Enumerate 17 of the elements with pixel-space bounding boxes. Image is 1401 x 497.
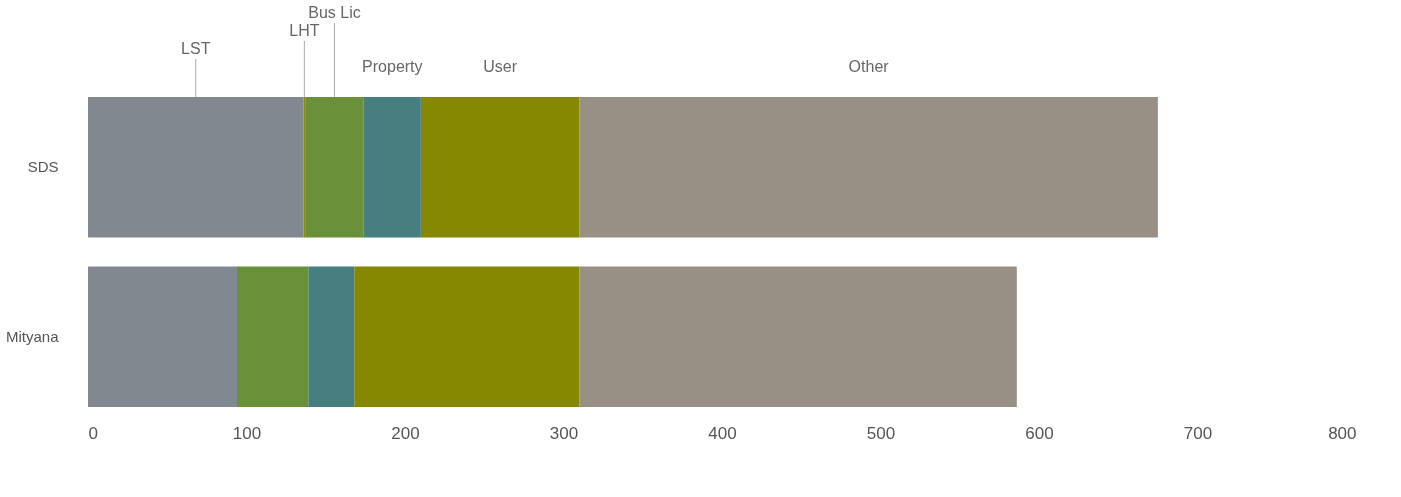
y-tick-label: Mityana: [5, 327, 60, 345]
text: LST: [181, 40, 211, 57]
x-tick-label: 200: [391, 423, 420, 443]
x-tick-label: 500: [866, 423, 896, 443]
x-tick-label: 800: [1328, 423, 1357, 443]
series-label: User: [483, 58, 518, 75]
text: Bus Lic: [308, 4, 361, 21]
x-tick-label: 300: [549, 423, 579, 443]
series-label: Property: [362, 58, 423, 75]
x-tick-label: 100: [232, 423, 262, 443]
x-tick-label: 400: [708, 423, 737, 443]
x-tick-label: 600: [1025, 423, 1054, 443]
y-tick-label: SDS: [27, 158, 59, 176]
x-tick-label: 700: [1183, 423, 1213, 443]
series-label: Other: [848, 58, 890, 75]
x-tick-label: 0: [88, 423, 98, 443]
text: LHT: [289, 22, 320, 39]
